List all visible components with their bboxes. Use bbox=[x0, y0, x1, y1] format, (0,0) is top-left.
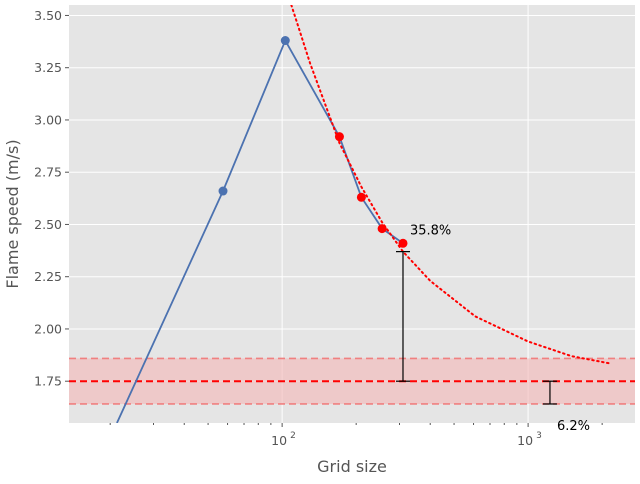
y-axis-label: Flame speed (m/s) bbox=[3, 139, 22, 288]
simulation-point bbox=[218, 186, 228, 196]
y-tick-label: 3.50 bbox=[34, 8, 62, 23]
y-tick-label: 2.75 bbox=[34, 165, 62, 180]
plot-background bbox=[69, 5, 635, 423]
x-tick-exponent: 3 bbox=[536, 431, 542, 441]
grid bbox=[69, 5, 635, 423]
simulation-point bbox=[280, 36, 290, 46]
error-label: 35.8% bbox=[410, 224, 451, 239]
fit-point bbox=[398, 238, 408, 248]
tolerance-band bbox=[69, 357, 635, 405]
fit-point bbox=[356, 192, 366, 202]
y-tick-label: 3.25 bbox=[34, 60, 62, 75]
errorbars: 35.8% 6.2% bbox=[395, 224, 590, 434]
x-tick-label: 10 bbox=[517, 433, 533, 448]
error-label: 6.2% bbox=[557, 419, 590, 434]
y-tick-label: 1.75 bbox=[34, 374, 62, 389]
x-tick-exponent: 2 bbox=[290, 431, 296, 441]
y-tick-label: 3.00 bbox=[34, 112, 62, 127]
y-tick-label: 2.00 bbox=[34, 321, 62, 336]
x-tick-label: 10 bbox=[271, 433, 287, 448]
x-axis-label: Grid size bbox=[317, 457, 387, 476]
y-tick-label: 2.25 bbox=[34, 269, 62, 284]
y-tick-label: 2.50 bbox=[34, 217, 62, 232]
